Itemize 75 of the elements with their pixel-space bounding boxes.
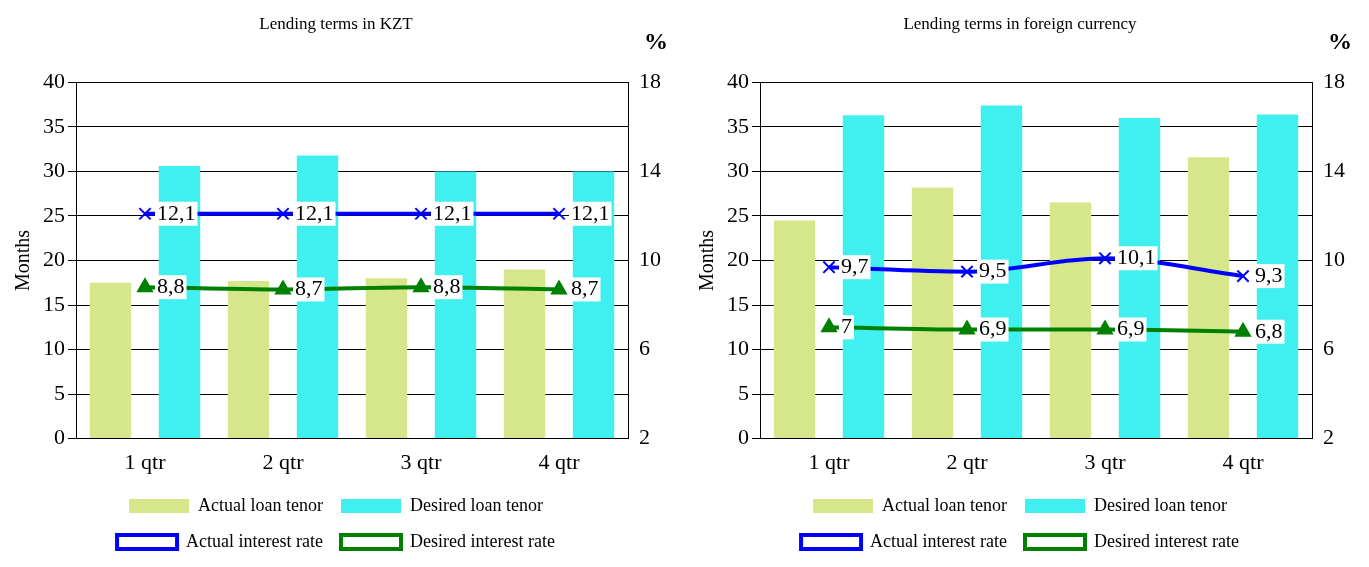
y2-axis-title: % — [1328, 27, 1352, 54]
legend-label: Actual interest rate — [870, 530, 1008, 551]
y-tick-label: 35 — [43, 112, 65, 138]
y2-axis-title: % — [644, 27, 668, 54]
y-tick-label: 25 — [727, 201, 749, 227]
x-tick-label: 3 qtr — [400, 448, 443, 474]
y-axis-title: Months — [695, 229, 718, 292]
x-tick-label: 3 qtr — [1084, 448, 1127, 474]
legend-label: Desired interest rate — [1094, 530, 1239, 551]
y2-tick-label: 6 — [639, 335, 650, 361]
bar — [503, 269, 546, 439]
chart-title: Lending terms in foreign currency — [903, 13, 1138, 33]
y-tick-label: 10 — [727, 335, 749, 361]
y-tick-label: 30 — [727, 157, 749, 183]
x-tick-label: 4 qtr — [1222, 448, 1265, 474]
y-tick-label: 15 — [43, 290, 65, 316]
y-tick-label: 0 — [738, 424, 749, 450]
data-label: 6,8 — [1255, 317, 1283, 343]
x-tick-label: 1 qtr — [124, 448, 167, 474]
y2-tick-label: 10 — [1323, 246, 1345, 272]
data-label: 12,1 — [295, 199, 334, 225]
bar — [911, 187, 954, 439]
bar — [227, 280, 270, 439]
data-label: 8,7 — [571, 275, 599, 301]
y2-tick-label: 2 — [1323, 424, 1334, 450]
data-label: 8,7 — [295, 275, 323, 301]
data-label: 8,8 — [433, 273, 461, 298]
x-tick-label: 4 qtr — [538, 448, 581, 474]
data-label: 12,1 — [157, 199, 196, 225]
legend-label: Actual loan tenor — [882, 494, 1008, 515]
y-tick-label: 20 — [43, 246, 65, 272]
y2-tick-label: 14 — [639, 157, 661, 183]
legend-label: Desired loan tenor — [1094, 494, 1227, 515]
y2-tick-label: 18 — [1323, 68, 1345, 94]
data-label: 9,7 — [841, 252, 869, 278]
bar — [365, 278, 408, 439]
legend-label: Actual loan tenor — [198, 494, 324, 515]
bar — [773, 220, 816, 439]
y-tick-label: 20 — [727, 246, 749, 272]
y2-tick-label: 10 — [639, 246, 661, 272]
legend-label: Desired interest rate — [410, 530, 555, 551]
chart-title: Lending terms in KZT — [259, 13, 414, 33]
data-label: 8,8 — [157, 273, 185, 298]
bar — [1049, 202, 1092, 439]
y-tick-label: 15 — [727, 290, 749, 316]
legend-label: Desired loan tenor — [410, 494, 543, 515]
y-tick-label: 40 — [727, 68, 749, 94]
y-tick-label: 5 — [738, 379, 749, 405]
bar — [1187, 157, 1230, 439]
y-tick-label: 35 — [727, 112, 749, 138]
y-tick-label: 5 — [54, 379, 65, 405]
bar — [89, 282, 132, 439]
y2-tick-label: 14 — [1323, 157, 1345, 183]
data-label: 9,3 — [1255, 261, 1283, 287]
data-label: 9,5 — [979, 257, 1007, 283]
y-tick-label: 10 — [43, 335, 65, 361]
y-axis-title: Months — [11, 229, 34, 292]
legend-label: Actual interest rate — [186, 530, 324, 551]
y-tick-label: 25 — [43, 201, 65, 227]
y2-tick-label: 6 — [1323, 335, 1334, 361]
data-label: 6,9 — [1117, 315, 1145, 341]
x-tick-label: 2 qtr — [946, 448, 989, 474]
y-tick-label: 40 — [43, 68, 65, 94]
bar — [842, 115, 885, 439]
y2-tick-label: 2 — [639, 424, 650, 450]
y-tick-label: 30 — [43, 157, 65, 183]
x-tick-label: 2 qtr — [262, 448, 305, 474]
data-label: 12,1 — [571, 199, 610, 225]
y-tick-label: 0 — [54, 424, 65, 450]
y2-tick-label: 18 — [639, 68, 661, 94]
x-tick-label: 1 qtr — [808, 448, 851, 474]
data-label: 7 — [841, 313, 852, 339]
data-label: 6,9 — [979, 315, 1007, 341]
data-label: 10,1 — [1117, 244, 1156, 270]
data-label: 12,1 — [433, 199, 472, 225]
